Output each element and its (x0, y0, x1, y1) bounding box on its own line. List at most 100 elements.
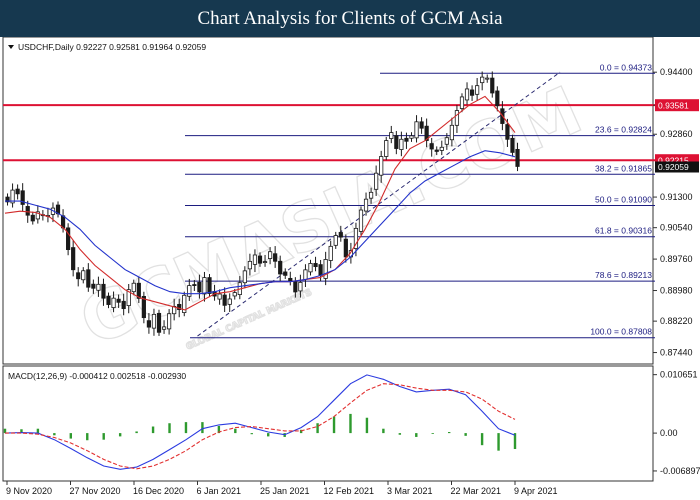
price-tick-label: 0.90540 (660, 223, 693, 233)
candle-body (293, 281, 298, 293)
candle-body (76, 272, 81, 280)
time-tick-label: 9 Apr 2021 (514, 486, 558, 496)
current-price-tag (655, 161, 699, 173)
candle-body (247, 260, 253, 270)
price-panel-border (2, 37, 654, 365)
candle-body (439, 146, 444, 151)
candle-body (131, 282, 136, 293)
macd-histogram-bar (36, 428, 40, 434)
candle-body (273, 253, 278, 262)
macd-series-line (5, 383, 516, 470)
candle-body (151, 313, 157, 329)
chart-frame (2, 37, 654, 482)
macd-histogram-bar (201, 422, 204, 434)
macd-histogram-bar (20, 429, 23, 434)
price-tick-label: 0.91300 (660, 192, 693, 202)
symbol-header-text: USDCHF,Daily 0.92227 0.92581 0.91964 0.9… (18, 42, 206, 52)
candle-body (207, 277, 212, 294)
macd-histogram-bar (316, 423, 319, 434)
candle-body (298, 281, 303, 292)
fib-label: 50.0 = 0.91090 (595, 195, 652, 205)
candle-body (30, 214, 35, 222)
candle-body (91, 283, 96, 289)
candle-body (267, 251, 273, 259)
fibonacci-levels: 0.0 = 0.94373 23.6 = 0.92824 38.2 = 0.9186… (185, 62, 655, 339)
time-tick-label: 22 Mar 2021 (451, 486, 502, 496)
macd-tick-label: 0.00 (660, 428, 678, 438)
macd-histogram-bar (102, 433, 105, 440)
macd-tick-label: -0.006897 (660, 466, 700, 476)
candle-body (106, 295, 111, 305)
candle-body (242, 270, 247, 284)
price-tick-label: 0.87440 (660, 348, 693, 358)
price-tick-label: 0.88980 (660, 286, 693, 296)
candle-body (464, 88, 470, 101)
current-price-tag-text: 0.92059 (658, 162, 689, 172)
macd-histogram-bar (184, 422, 188, 434)
macd-histogram-bar (513, 433, 517, 450)
candle-body (343, 238, 348, 258)
candle-body (111, 297, 116, 308)
time-tick-label: 6 Jan 2021 (197, 486, 242, 496)
level-price-tag (655, 99, 699, 112)
candle-body (480, 76, 485, 84)
candle-body (227, 298, 232, 305)
candle-body (167, 313, 172, 330)
candle-body (192, 284, 197, 286)
candle-body (25, 206, 30, 216)
price-tick-label: 0.88220 (660, 316, 693, 326)
candle-body (81, 270, 86, 281)
candle-body (177, 303, 182, 310)
candle-body (485, 77, 490, 80)
watermark-text: GCMASIA.COM (69, 72, 593, 362)
macd-histogram-bar (234, 428, 237, 434)
candle-body (136, 282, 141, 299)
candle-body (126, 289, 131, 306)
candle-body (161, 326, 167, 330)
fib-label: 61.8 = 0.90316 (595, 226, 652, 236)
candle-body (283, 271, 288, 276)
candle-body (10, 189, 15, 204)
macd-histogram-bar (135, 431, 138, 434)
candle-body (318, 264, 323, 276)
macd-histogram-bar (151, 426, 155, 434)
watermark: GCMASIA.COM GLOBAL CAPITAL MARKETS (68, 71, 593, 362)
candle-body (252, 254, 258, 265)
candle-body (262, 261, 268, 263)
macd-axis: 0.010651 0.00 -0.006897 (653, 370, 700, 476)
candle-body (490, 77, 495, 94)
candle-body (515, 148, 520, 167)
candle-body (333, 235, 338, 246)
fib-label: 0.0 = 0.94373 (600, 62, 653, 72)
macd-histogram-bar (382, 428, 385, 434)
candle-body (35, 211, 40, 220)
candle-body (66, 227, 71, 250)
candle-body (475, 85, 480, 95)
candle-body (5, 196, 10, 203)
candle-body (146, 320, 152, 328)
macd-tick-label: 0.010651 (660, 370, 698, 380)
candle-body (444, 137, 449, 145)
fib-label: 100.0 = 0.87808 (590, 327, 652, 337)
macd-histogram-bar (69, 433, 73, 439)
time-tick-label: 3 Mar 2021 (387, 486, 433, 496)
candle-body (358, 209, 364, 232)
candle-body (505, 124, 510, 140)
candle-body (424, 125, 429, 141)
candle-body (404, 137, 409, 142)
candle-body (384, 140, 389, 157)
fib-label: 23.6 = 0.92824 (595, 125, 652, 135)
macd-histogram-bar (3, 428, 7, 434)
candle-body (182, 294, 187, 313)
candle-body (15, 188, 20, 195)
candle-body (303, 269, 308, 280)
candle-body (328, 245, 333, 261)
symbol-header: USDCHF,Daily 0.92227 0.92581 0.91964 0.9… (8, 42, 206, 52)
candle-body (338, 232, 343, 238)
macd-histogram-bar (447, 432, 451, 434)
candle-body (313, 263, 318, 268)
collapse-triangle-icon[interactable] (8, 45, 14, 49)
macd-histogram-bar (53, 433, 56, 436)
macd-histogram-bar (431, 433, 434, 434)
candle-body (414, 121, 419, 139)
